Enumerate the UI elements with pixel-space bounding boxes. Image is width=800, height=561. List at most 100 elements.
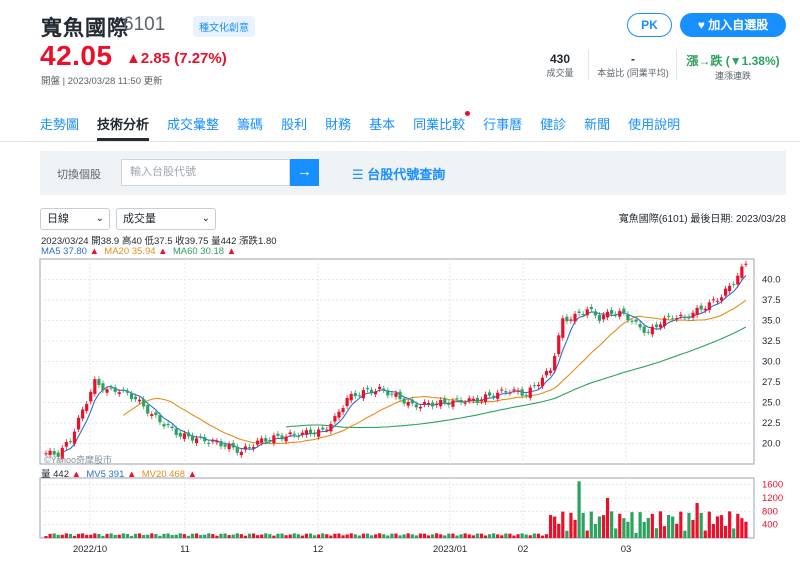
candle-body: [418, 406, 422, 409]
candle-body: [593, 311, 597, 316]
candle-body: [349, 393, 353, 401]
tab-trend[interactable]: 走勢圖: [40, 117, 80, 132]
candle-body: [260, 438, 264, 443]
tab-dividend[interactable]: 股利: [281, 117, 308, 132]
volume-bar: [211, 534, 215, 538]
volume-bar: [565, 530, 569, 538]
volume-bar: [300, 535, 304, 538]
volume-bar: [646, 518, 650, 538]
candle-body: [492, 395, 496, 398]
tab-diagnosis[interactable]: 健診: [540, 117, 567, 132]
y-tick-label: 25.0: [762, 398, 781, 409]
tab-help[interactable]: 使用說明: [628, 117, 681, 132]
candle-body: [378, 386, 382, 389]
volume-bar: [699, 512, 703, 538]
candle-body: [288, 432, 292, 435]
industry-tag[interactable]: 種文化創意: [193, 16, 255, 37]
volume-bar: [146, 534, 150, 538]
candle-body: [675, 318, 679, 320]
candle-body: [386, 390, 390, 396]
tab-chips[interactable]: 籌碼: [237, 117, 264, 132]
period-select-value: 日線: [47, 213, 69, 225]
divider: [588, 50, 589, 80]
volume-bar: [64, 533, 68, 538]
volume-bar: [93, 533, 97, 538]
candle-body: [646, 331, 650, 333]
candle-body: [97, 378, 101, 386]
volume-bar: [81, 533, 85, 538]
volume-bar: [593, 523, 597, 538]
candle-body: [544, 370, 549, 376]
candle-body: [703, 308, 707, 311]
candle-body: [435, 403, 439, 405]
candle-body: [561, 318, 565, 338]
tab-trades[interactable]: 成交彙整: [167, 117, 220, 132]
candle-body: [439, 400, 443, 407]
candle-body: [251, 447, 256, 449]
tab-news[interactable]: 新聞: [584, 117, 611, 132]
candle-body: [81, 409, 85, 419]
volume-bar: [532, 533, 536, 538]
vol-tick-label: 800: [762, 506, 778, 517]
volume-bar: [597, 516, 602, 538]
candle-body: [740, 266, 744, 278]
tab-basic[interactable]: 基本: [369, 117, 396, 132]
search-submit-button[interactable]: →: [290, 159, 319, 186]
volume-bar: [44, 536, 48, 538]
volume-bar: [231, 534, 235, 538]
candle-body: [610, 309, 614, 315]
volume-bar: [549, 515, 553, 538]
candle-body: [105, 389, 109, 393]
candle-body: [72, 431, 77, 444]
volume-bar: [76, 533, 81, 538]
tab-technical[interactable]: 技術分析: [97, 114, 150, 141]
candle-body: [219, 441, 223, 447]
tab-calendar[interactable]: 行事曆: [483, 117, 523, 132]
ohlc-readout: 2023/03/24 開38.9 高40 低37.5 收39.75 量442 漲…: [41, 236, 277, 247]
candle-body: [268, 439, 272, 441]
volume-bar: [447, 533, 451, 538]
volume-bar: [186, 535, 191, 538]
candle-body: [117, 392, 121, 394]
period-select[interactable]: 日線 ⌄: [40, 208, 110, 230]
volume-bar: [467, 534, 471, 538]
stat-pe-value: -: [631, 52, 635, 66]
candle-body: [357, 395, 361, 397]
add-watchlist-button[interactable]: ♥ 加入自選股: [680, 13, 786, 37]
volume-bar: [349, 533, 353, 538]
volume-bar: [585, 530, 589, 538]
volume-bar: [256, 535, 260, 538]
volume-bar: [675, 523, 679, 538]
candle-body: [577, 311, 581, 313]
volume-bar: [711, 524, 715, 538]
volume-bar: [272, 535, 276, 538]
candle-body: [520, 389, 524, 396]
volume-bar: [207, 533, 211, 538]
tab-finance[interactable]: 財務: [325, 117, 352, 132]
pk-button[interactable]: PK: [627, 13, 672, 37]
candle-body: [642, 326, 646, 333]
stock-search-input[interactable]: 輸入台股代號: [121, 159, 290, 186]
candle-body: [345, 398, 349, 407]
candle-body: [142, 399, 146, 407]
volume-bar: [557, 523, 561, 538]
volume-bar: [622, 518, 626, 538]
candle-body: [394, 393, 398, 397]
up-triangle-icon: ▲: [89, 246, 99, 257]
candle-body: [211, 440, 215, 442]
candle-body: [430, 402, 435, 407]
candle-body: [463, 402, 467, 404]
indicator-select[interactable]: 成交量 ⌄: [116, 208, 216, 230]
candle-body: [170, 426, 174, 428]
tab-peer-label: 同業比較: [413, 117, 466, 132]
stat-volume-value: 430: [549, 52, 571, 66]
candle-body: [536, 384, 540, 387]
volume-bar: [194, 533, 199, 538]
tab-peer-compare[interactable]: 同業比較: [413, 111, 471, 141]
stat-streak: 漲→跌 (▼1.38%) 連漲連跌: [678, 52, 788, 82]
volume-bar: [329, 535, 333, 538]
volume-bar: [260, 534, 264, 538]
volume-bar: [60, 534, 64, 538]
stock-code-lookup-link[interactable]: ☰ 台股代號查詢: [352, 167, 446, 182]
